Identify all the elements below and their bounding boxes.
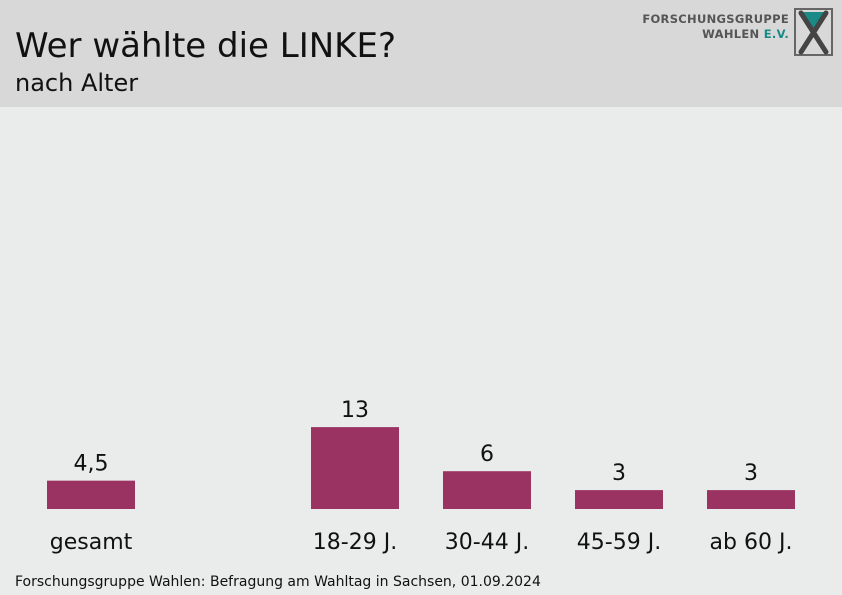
bar-4: [707, 490, 795, 509]
category-label-2: 30-44 J.: [445, 530, 529, 555]
forschungsgruppe-wahlen-logo: FORSCHUNGSGRUPPE WAHLEN E.V.: [640, 8, 836, 56]
bar-1: [311, 427, 399, 509]
value-label-3: 3: [612, 461, 626, 486]
value-label-1: 13: [341, 398, 369, 423]
source-note: Forschungsgruppe Wahlen: Befragung am Wa…: [15, 574, 541, 590]
bar-3: [575, 490, 663, 509]
logo-text-accent: E.V.: [763, 27, 789, 41]
category-label-1: 18-29 J.: [313, 530, 397, 555]
logo-text-line1: FORSCHUNGSGRUPPE: [642, 12, 789, 26]
bar-chart: 4,5 gesamt 13 18-29 J. 6 30-44 J. 3 45-59 J. 3 ab…: [47, 398, 795, 555]
value-label-0: 4,5: [74, 452, 109, 477]
logo-text-main: WAHLEN: [702, 27, 764, 41]
chart-title: Wer wählte die LINKE?: [15, 26, 397, 66]
bar-2: [443, 471, 531, 509]
category-label-4: ab 60 J.: [710, 530, 793, 555]
logo-text-line2: WAHLEN E.V.: [702, 27, 789, 41]
value-label-4: 3: [744, 461, 758, 486]
chart-subtitle: nach Alter: [15, 69, 139, 97]
value-label-2: 6: [480, 442, 494, 467]
logo-x-mark-icon: [794, 8, 833, 56]
category-label-3: 45-59 J.: [577, 530, 661, 555]
category-label-0: gesamt: [50, 530, 133, 555]
header: Wer wählte die LINKE? nach Alter FORSCHU…: [0, 0, 842, 107]
bar-0: [47, 480, 135, 509]
